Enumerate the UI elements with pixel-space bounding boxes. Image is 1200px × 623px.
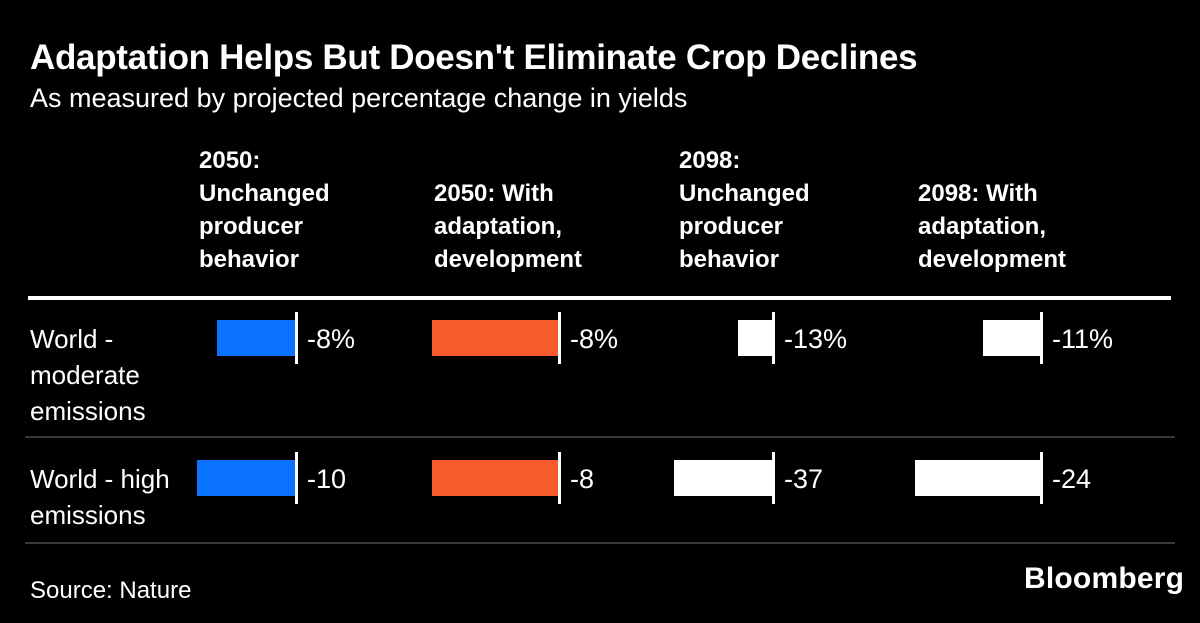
column-headers: 2050: Unchanged producer behavior 2050: … bbox=[0, 0, 1200, 276]
zero-baseline-tick bbox=[295, 452, 298, 504]
zero-baseline-tick bbox=[558, 452, 561, 504]
bar-row1-col1 bbox=[217, 320, 295, 356]
bar-value-label: -8 bbox=[570, 464, 595, 494]
row-label-world-moderate: World - moderate emissions bbox=[30, 324, 146, 426]
zero-baseline-tick bbox=[1040, 312, 1043, 364]
bar-value-label: -37 bbox=[784, 464, 824, 494]
bar-value-label: -24 bbox=[1052, 464, 1092, 494]
bar-value-label: -11% bbox=[1052, 324, 1114, 354]
bar-value-label: -13% bbox=[784, 324, 848, 354]
row-label-world-high: World - high emissions bbox=[30, 464, 170, 530]
bar-row1-col4 bbox=[983, 320, 1040, 356]
bloomberg-logo: Bloomberg bbox=[1024, 562, 1185, 595]
column-header-2050-unchanged: 2050: Unchanged producer behavior bbox=[199, 147, 330, 273]
bar-value-label: -10 bbox=[307, 464, 347, 494]
bar-row1-col3 bbox=[738, 320, 772, 356]
bar-row2-col1 bbox=[197, 460, 295, 496]
bar-value-label: -8% bbox=[570, 324, 619, 354]
row-divider bbox=[25, 436, 1175, 438]
source-note: Source: Nature bbox=[30, 577, 192, 604]
column-header-2098-adaptation: 2098: With adaptation, development bbox=[918, 180, 1067, 273]
column-header-2050-adaptation: 2050: With adaptation, development bbox=[434, 180, 583, 273]
zero-baseline-tick bbox=[295, 312, 298, 364]
bar-row2-col3 bbox=[674, 460, 772, 496]
footer-divider bbox=[25, 542, 1175, 544]
bar-value-label: -8% bbox=[307, 324, 356, 354]
header-rule bbox=[28, 296, 1171, 300]
chart-title: Adaptation Helps But Doesn't Eliminate C… bbox=[30, 38, 918, 77]
bar-row2-col4 bbox=[915, 460, 1040, 496]
bar-row2-col2 bbox=[432, 460, 558, 496]
zero-baseline-tick bbox=[558, 312, 561, 364]
zero-baseline-tick bbox=[772, 312, 775, 364]
chart-subtitle: As measured by projected percentage chan… bbox=[30, 83, 688, 113]
zero-baseline-tick bbox=[1040, 452, 1043, 504]
zero-baseline-tick bbox=[772, 452, 775, 504]
bar-row1-col2 bbox=[432, 320, 558, 356]
column-header-2098-unchanged: 2098: Unchanged producer behavior bbox=[679, 147, 810, 273]
